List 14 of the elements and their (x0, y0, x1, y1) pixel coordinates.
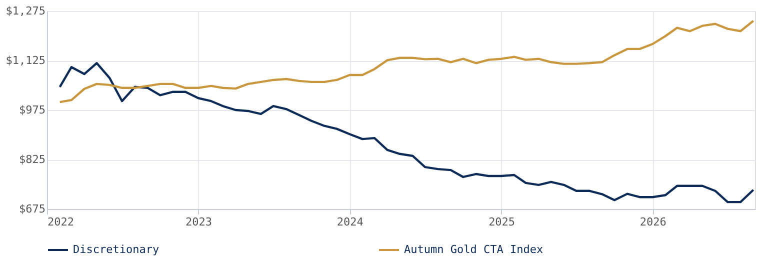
x-tick-label: 2023 (186, 216, 212, 228)
y-tick-label: $1,275 (6, 4, 46, 18)
x-tick-label: 2025 (488, 216, 516, 228)
y-tick-label: $825 (19, 153, 46, 166)
x-tick-label: 2024 (336, 216, 364, 228)
x-tick-label: 2022 (48, 216, 74, 228)
y-tick-label: $975 (19, 104, 46, 116)
line-series (58, 62, 754, 204)
y-tick-label: $1,125 (6, 54, 46, 67)
legend-label: Autumn Gold CTA Index (404, 243, 544, 256)
line-series (58, 20, 754, 104)
legend-label: Discretionary (73, 243, 160, 256)
y-tick-label: $675 (19, 202, 46, 216)
x-tick-label: 2026 (640, 216, 666, 228)
